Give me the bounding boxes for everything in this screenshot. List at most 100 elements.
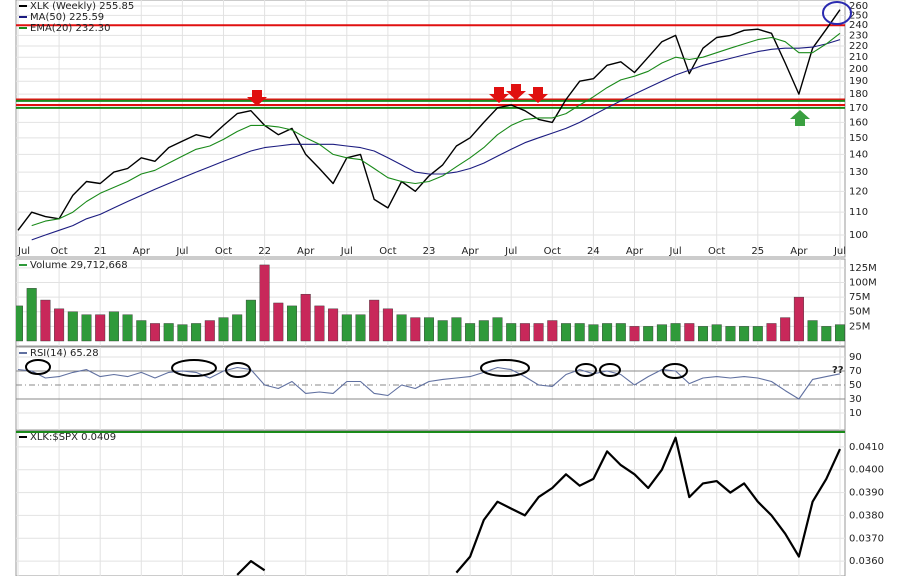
volume-bar — [396, 314, 407, 342]
y-tick-label: 220 — [849, 41, 868, 52]
x-tick-label: Oct — [544, 246, 561, 257]
volume-bar — [656, 324, 667, 342]
volume-bar — [81, 314, 92, 342]
volume-bar — [698, 326, 708, 342]
y-tick-label: 0.0380 — [849, 510, 884, 521]
y-tick-label: 180 — [849, 89, 868, 100]
y-tick-label: 0.0390 — [849, 488, 884, 499]
y-tick-label: 240 — [849, 20, 868, 31]
volume-bar — [561, 323, 571, 342]
legend-label: EMA(20) 232.30 — [30, 23, 110, 34]
y-tick-label: 0.0410 — [849, 442, 884, 453]
volume-bar — [67, 311, 78, 342]
x-tick-label: Jul — [833, 246, 846, 257]
volume-bar — [287, 305, 297, 342]
panels: 1001101201301401501601701801902002102202… — [15, 0, 884, 576]
annotations: ?? — [16, 1, 852, 433]
volume-bar — [533, 323, 544, 342]
x-tick-label: 22 — [258, 246, 271, 257]
volume-bar — [588, 324, 599, 342]
rsi-ellipse — [171, 359, 217, 377]
volume-bar — [328, 308, 339, 342]
legend-label: MA(50) 225.59 — [30, 12, 104, 23]
x-tick-label: Jul — [504, 246, 517, 257]
y-tick-label: 25M — [849, 321, 870, 332]
y-tick-label: 150 — [849, 133, 868, 144]
y-tick-label: 100 — [849, 230, 868, 241]
panel — [16, 347, 845, 430]
rsi-ellipse — [225, 362, 251, 378]
y-tick-label: 100M — [849, 277, 877, 288]
y-tick-label: 110 — [849, 207, 868, 218]
rsi-ellipse — [599, 363, 621, 377]
y-tick-label: 190 — [849, 76, 868, 87]
volume-bar — [355, 314, 366, 342]
x-tick-label: Oct — [708, 246, 725, 257]
volume-bar — [16, 305, 23, 342]
volume-bar — [780, 317, 791, 342]
volume-bar — [218, 317, 229, 342]
x-tick-label: Apr — [626, 246, 644, 257]
volume-bar — [684, 323, 695, 342]
rsi-ellipse — [575, 363, 597, 377]
volume-bar — [643, 326, 654, 342]
volume-bar — [314, 305, 325, 342]
volume-bar — [615, 323, 626, 342]
series-line — [31, 39, 841, 241]
y-tick-label: 90 — [849, 352, 862, 363]
volume-bar — [547, 320, 558, 342]
legend-label: RSI(14) 65.28 — [30, 348, 99, 359]
volume-bar — [725, 326, 736, 342]
volume-bar — [259, 264, 270, 342]
volume-bar — [451, 317, 462, 342]
volume-bar — [437, 320, 448, 342]
volume-bar — [629, 326, 640, 342]
y-tick-label: 0.0360 — [849, 556, 884, 567]
x-tick-label: Jul — [17, 246, 30, 257]
x-tick-label: Oct — [379, 246, 396, 257]
series-line — [17, 9, 841, 231]
y-tick-label: 210 — [849, 52, 868, 63]
volume-bar — [739, 326, 750, 342]
volume-bar — [492, 317, 503, 342]
volume-bar — [574, 323, 585, 342]
volume-bar — [821, 326, 832, 342]
x-tick-label: Jul — [669, 246, 682, 257]
volume-bar — [163, 323, 174, 342]
volume-bar — [204, 320, 215, 342]
y-tick-label: 75M — [849, 292, 870, 303]
volume-bar — [711, 324, 722, 342]
volume-bar — [177, 324, 188, 342]
volume-bar — [506, 323, 517, 342]
rsi-ellipse — [480, 359, 530, 377]
y-tick-label: 230 — [849, 30, 868, 41]
y-tick-label: 0.0370 — [849, 533, 884, 544]
volume-bar — [95, 314, 106, 342]
volume-bar — [245, 299, 256, 342]
volume-bar — [410, 317, 421, 342]
panel-frame — [15, 430, 846, 576]
y-tick-label: 70 — [849, 366, 862, 377]
x-tick-label: 24 — [587, 246, 600, 257]
series-line — [31, 32, 841, 227]
volume-bar — [191, 323, 202, 342]
y-tick-label: 200 — [849, 64, 868, 75]
volume-bar — [478, 320, 489, 342]
volume-bar — [752, 326, 763, 342]
x-tick-label: Jul — [175, 246, 188, 257]
volume-bar — [465, 323, 476, 342]
volume-bar — [807, 320, 818, 342]
volume-bar — [273, 302, 284, 342]
x-tick-label: Apr — [297, 246, 315, 257]
y-tick-label: 50M — [849, 307, 870, 318]
x-tick-label: 25 — [751, 246, 764, 257]
volume-bar — [26, 288, 37, 342]
highlight-circle — [822, 1, 852, 25]
rsi-ellipse — [662, 363, 688, 379]
legend-label: Volume 29,712,668 — [30, 260, 128, 271]
red-arrow — [506, 84, 526, 100]
volume-bar — [341, 314, 352, 342]
volume-bar — [835, 324, 845, 342]
panel — [16, 431, 845, 576]
